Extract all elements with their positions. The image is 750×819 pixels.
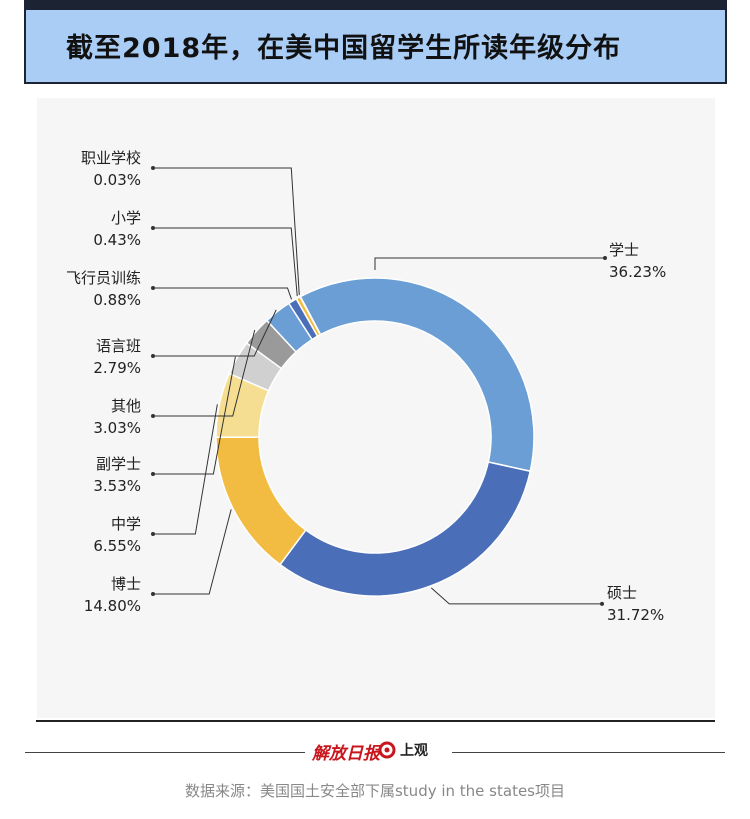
slice-name-8: 小学 <box>111 209 141 227</box>
slice-value-5: 3.03% <box>93 419 141 437</box>
jiefang-daily-logo: 解放日报 <box>312 744 380 764</box>
slice-value-9: 0.03% <box>93 171 141 189</box>
donut-slice-0 <box>299 277 535 473</box>
slice-name-3: 中学 <box>111 515 141 533</box>
data-source: 数据来源：美国国土安全部下属study in the states项目 <box>184 782 565 800</box>
donut-chart: 学士 36.23% 硕士 31.72% 博士 14.80% 中学 6.55% 副学士 3.53% 其… <box>66 149 666 624</box>
slice-name-2: 博士 <box>111 575 141 593</box>
slice-value-2: 14.80% <box>84 597 141 615</box>
donut-slice-9 <box>299 295 322 336</box>
slice-value-4: 3.53% <box>93 477 141 495</box>
slice-name-5: 其他 <box>111 397 141 415</box>
donut-slice-2 <box>215 436 307 566</box>
donut-slice-1 <box>279 461 532 597</box>
leader-dot-8 <box>151 226 155 230</box>
bottom-divider <box>36 720 715 722</box>
slice-name-6: 语言班 <box>96 337 141 355</box>
slice-name-0: 学士 <box>609 241 639 259</box>
leader-dot-1 <box>600 601 604 606</box>
leader-line-3 <box>153 404 218 535</box>
leader-line-6 <box>153 309 277 357</box>
slice-name-9: 职业学校 <box>81 149 141 167</box>
slice-value-0: 36.23% <box>609 263 666 281</box>
shangguan-logo-text: 上观 <box>400 743 428 759</box>
footer-line-right <box>452 752 725 753</box>
leader-line-5 <box>153 329 256 417</box>
leader-dot-5 <box>151 414 155 418</box>
slice-name-1: 硕士 <box>607 584 637 602</box>
slice-value-1: 31.72% <box>607 606 664 624</box>
footer-line-left <box>25 752 305 753</box>
slice-name-4: 副学士 <box>96 455 141 473</box>
leader-line-0 <box>374 257 605 270</box>
leader-dot-6 <box>151 354 155 358</box>
leader-dot-3 <box>151 532 155 536</box>
leader-line-8 <box>153 227 298 297</box>
leader-line-4 <box>153 356 236 475</box>
leader-line-9 <box>153 167 300 295</box>
leader-dot-7 <box>151 286 155 290</box>
slice-value-8: 0.43% <box>93 231 141 249</box>
leader-dot-2 <box>151 592 155 596</box>
chart-panel: 学士 36.23% 硕士 31.72% 博士 14.80% 中学 6.55% 副学士 3.53% 其… <box>37 98 715 718</box>
top-strip <box>24 0 727 10</box>
leader-dot-0 <box>603 256 607 260</box>
shangguan-logo: 上观 <box>378 740 428 760</box>
slice-value-7: 0.88% <box>93 291 141 309</box>
slice-value-3: 6.55% <box>93 537 141 555</box>
slice-value-6: 2.79% <box>93 359 141 377</box>
leader-line-7 <box>153 287 292 300</box>
leader-line-2 <box>153 509 232 595</box>
chart-title: 截至2018年，在美中国留学生所读年级分布 <box>66 33 622 64</box>
slice-name-7: 飞行员训练 <box>66 269 141 287</box>
title-banner: 截至2018年，在美中国留学生所读年级分布 <box>24 10 727 84</box>
leader-dot-4 <box>151 472 155 476</box>
leader-line-1 <box>430 587 602 605</box>
shangguan-logo-icon <box>378 741 396 759</box>
leader-dot-9 <box>151 166 155 170</box>
